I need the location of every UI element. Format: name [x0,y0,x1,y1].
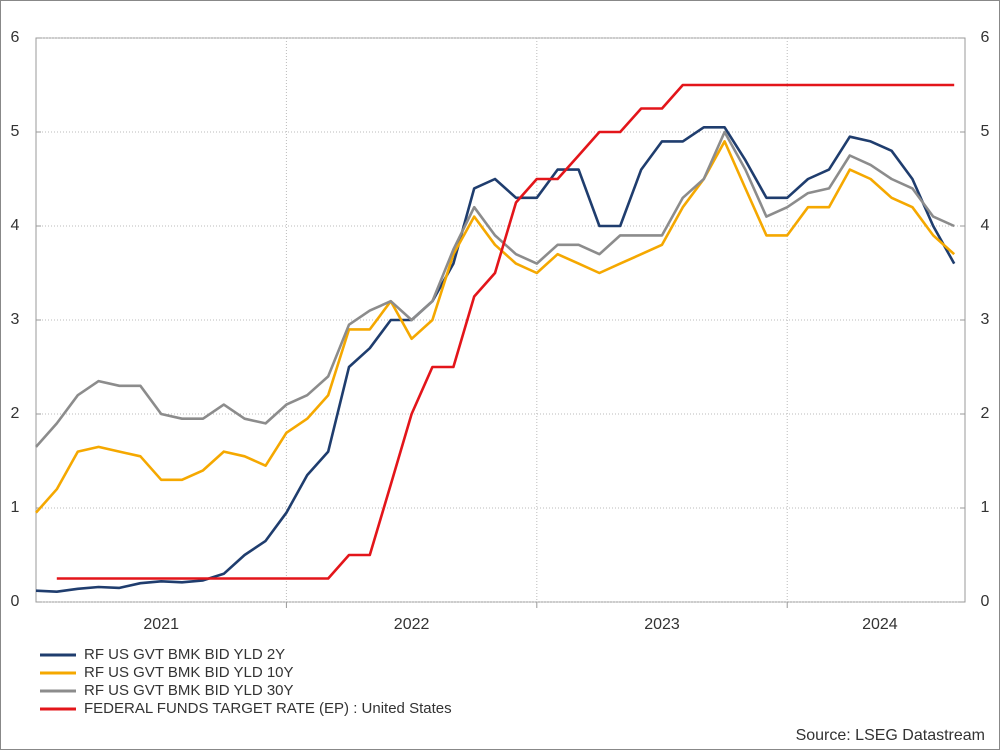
y2-tick-label: 6 [981,29,990,46]
legend-label: RF US GVT BMK BID YLD 30Y [84,682,294,699]
y2-tick-label: 4 [981,217,990,234]
series-line [56,83,955,580]
x-tick-label: 2022 [394,616,430,633]
x-tick-label: 2024 [862,616,898,633]
y2-tick-label: 3 [981,311,990,328]
y-tick-label: 4 [11,217,20,234]
y-tick-label: 5 [11,123,20,140]
x-tick-label: 2021 [143,616,179,633]
series-line [35,140,956,514]
y-tick-label: 0 [11,593,20,610]
x-tick-label: 2023 [644,616,680,633]
y2-tick-label: 0 [981,593,990,610]
y2-tick-label: 1 [981,499,990,516]
source-note: Source: LSEG Datastream [796,727,985,744]
y-tick-label: 1 [11,499,20,516]
y2-tick-label: 5 [981,123,990,140]
y2-tick-label: 2 [981,405,990,422]
series-line [35,130,955,448]
legend-label: RF US GVT BMK BID YLD 2Y [84,646,285,663]
series-line [35,126,956,593]
legend-label: FEDERAL FUNDS TARGET RATE (EP) : United … [84,700,452,717]
y-tick-label: 2 [11,405,20,422]
legend-label: RF US GVT BMK BID YLD 10Y [84,664,294,681]
y-tick-label: 6 [11,29,20,46]
y-tick-label: 3 [11,311,20,328]
